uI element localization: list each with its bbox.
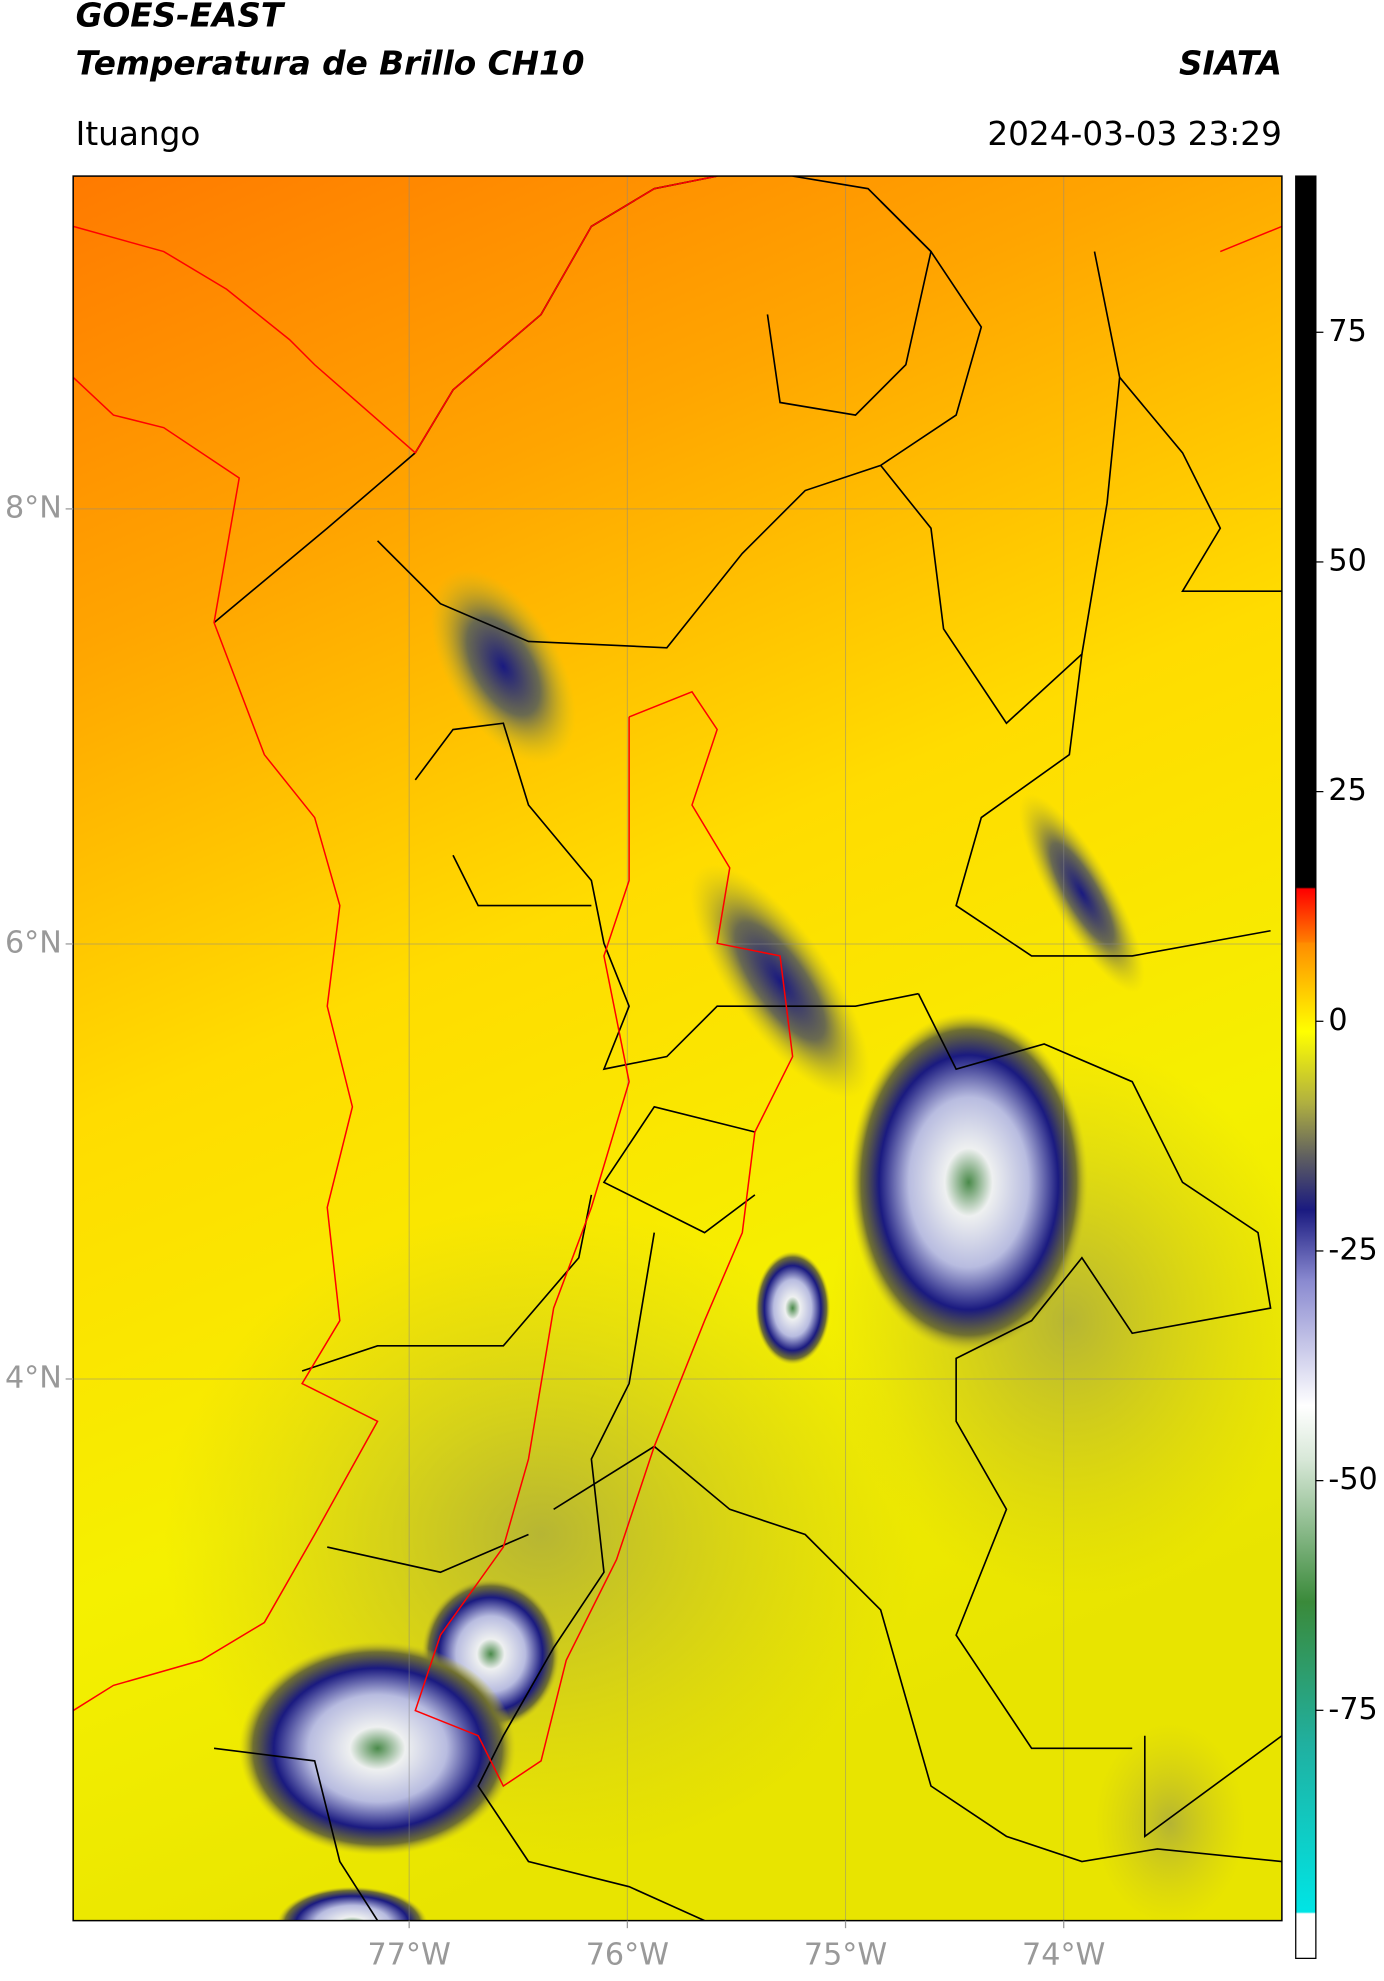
colorbar-tick-label: 50 (1328, 543, 1366, 578)
map-frame (72, 175, 1283, 1922)
location: Ituango (76, 115, 201, 153)
y-tick-label: 4°N (5, 1360, 62, 1395)
timestamp: 2024-03-03 23:29 (987, 115, 1282, 153)
x-tick-label: 76°W (586, 1937, 669, 1972)
y-tick-label: 8°N (5, 490, 62, 525)
colorbar-tick-label: 75 (1328, 314, 1366, 349)
source: SIATA (1179, 44, 1282, 82)
ticks: 77°W 76°W 75°W 74°W 8°N 6°N 4°N 75 50 25 0 -25 -50 -7… (5, 314, 1378, 1973)
x-tick-label: 75°W (804, 1937, 887, 1972)
subtitle: Temperatura de Brillo CH10 (76, 44, 585, 82)
title: GOES-EAST (76, 0, 286, 35)
x-tick-label: 74°W (1022, 1937, 1105, 1972)
y-tick-label: 6°N (5, 925, 62, 960)
colorbar (1295, 175, 1317, 1959)
grid (73, 176, 1282, 1921)
red-borders (73, 176, 1282, 1788)
colorbar-tick-label: 25 (1328, 773, 1366, 808)
map-image (73, 176, 1282, 1921)
colorbar-tick-label: -50 (1328, 1462, 1377, 1497)
x-tick-label: 77°W (368, 1937, 451, 1972)
colorbar-tick-label: 0 (1328, 1003, 1347, 1038)
colorbar-tick-label: -75 (1328, 1692, 1377, 1727)
colorbar-tick-label: -25 (1328, 1232, 1377, 1267)
